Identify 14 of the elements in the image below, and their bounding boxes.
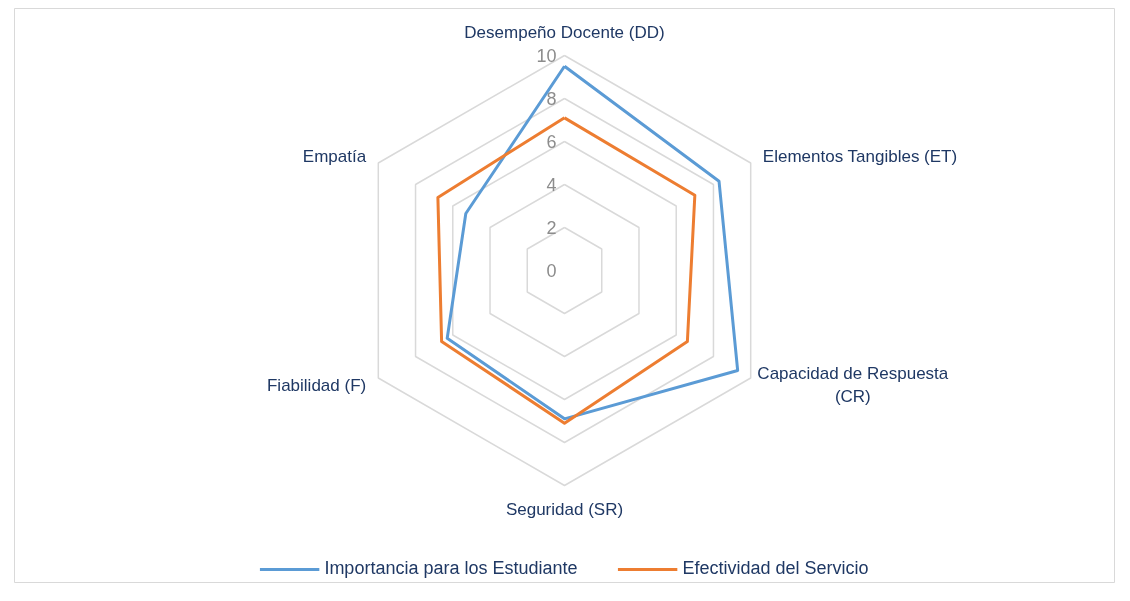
legend-label: Importancia para los Estudiante xyxy=(324,558,578,579)
legend-label: Efectividad del Servicio xyxy=(682,558,869,579)
y-tick-label: 10 xyxy=(536,46,557,66)
y-tick-label: 0 xyxy=(546,261,557,281)
y-tick-label: 8 xyxy=(546,89,557,109)
spoke-label: Capacidad de Respuesta (CR) xyxy=(757,364,949,406)
spoke-label: Desempeño Docente (DD) xyxy=(464,22,665,42)
y-tick-label: 2 xyxy=(546,218,557,238)
spoke-label: Elementos Tangibles (ET) xyxy=(762,146,958,166)
spoke-label: Fiabilidad (F) xyxy=(266,375,367,395)
y-tick-label: 6 xyxy=(546,132,557,152)
y-tick-label: 4 xyxy=(546,175,557,195)
spoke-label: Empatía xyxy=(302,146,367,166)
spoke-label: Seguridad (SR) xyxy=(505,499,624,519)
